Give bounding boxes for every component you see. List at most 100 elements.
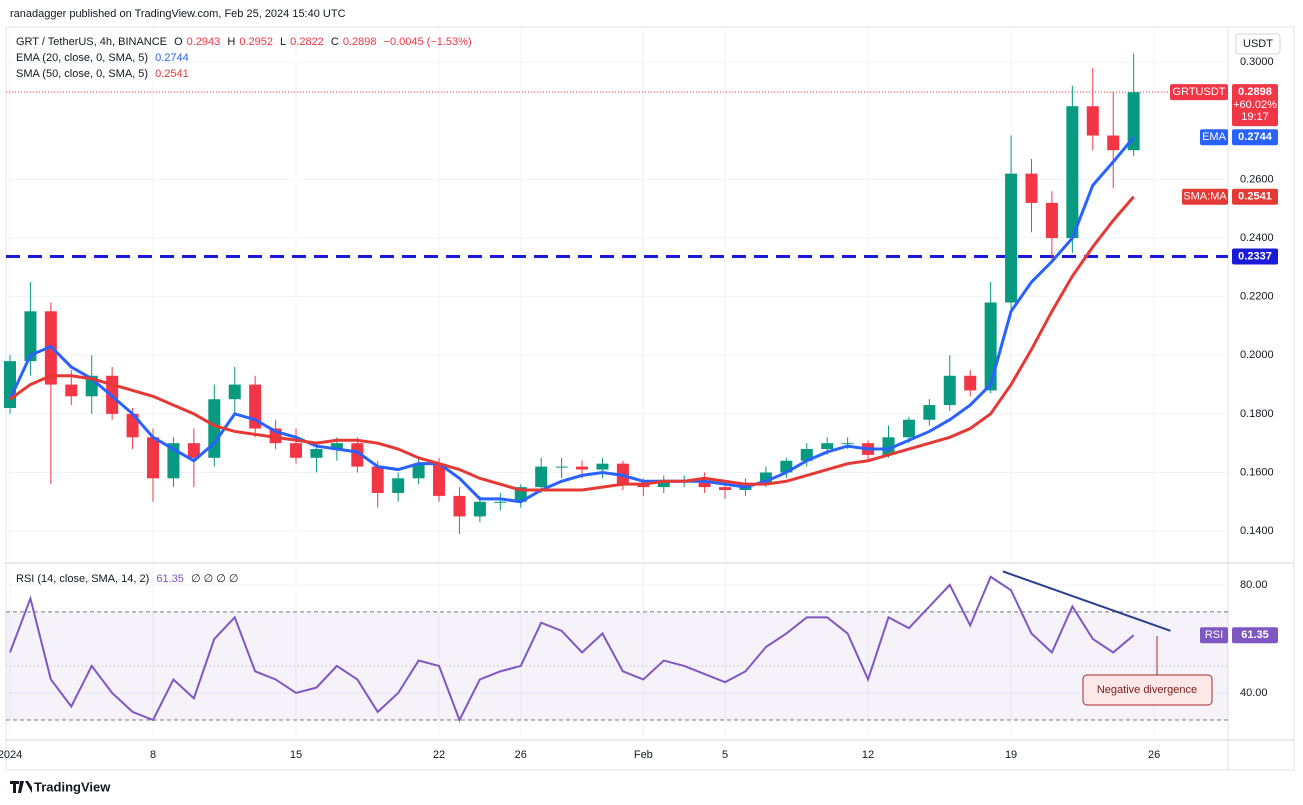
x-tick-label: 2024 <box>0 749 22 761</box>
candle-body <box>821 443 834 450</box>
sma-name: SMA (50, close, 0, SMA, 5) <box>16 68 149 80</box>
candle-body <box>351 443 364 467</box>
candle-body <box>392 478 405 493</box>
candle-body <box>330 443 343 450</box>
ohlc-value: 0.2898 <box>342 36 377 48</box>
grid <box>6 28 1228 740</box>
y-tick-label: 0.2200 <box>1240 291 1274 303</box>
x-tick-label: 12 <box>862 749 874 761</box>
ohlc-value: 0.2943 <box>186 36 221 48</box>
candle-body <box>412 463 425 479</box>
ma-line <box>8 136 1135 504</box>
candle-body <box>943 375 956 406</box>
candle-body <box>719 487 732 491</box>
candle-body <box>24 311 37 362</box>
candle-body <box>433 463 446 496</box>
tag-label: GRTUSDT <box>1173 86 1226 98</box>
tag-countdown: 19:17 <box>1241 111 1269 123</box>
candle-body <box>228 384 241 400</box>
candle-body <box>1086 106 1099 136</box>
title: GRT / TetherUS, 4h, BINANCE <box>16 36 168 48</box>
candle-body <box>290 443 303 458</box>
candle-body <box>453 495 466 517</box>
tag-value: 0.2898 <box>1238 86 1272 98</box>
annotation-box <box>1082 674 1213 706</box>
legend-rsi: RSI (14, close, SMA, 14, 2) 61.35 ∅ ∅ ∅ … <box>16 572 242 585</box>
tag-label: EMA <box>1202 131 1227 143</box>
annotation: Negative divergence <box>1097 684 1197 696</box>
candle-body <box>780 460 793 473</box>
rsi-value: 61.35 <box>156 573 184 585</box>
candle-body <box>841 443 854 445</box>
candle-body <box>1127 92 1140 151</box>
watermark: TradingView <box>34 779 111 794</box>
sma-value: 0.2541 <box>155 68 189 80</box>
rsi-tick-label: 80.00 <box>1240 579 1268 591</box>
ema-name: EMA (20, close, 0, SMA, 5) <box>16 52 149 64</box>
tag-box <box>1232 129 1278 146</box>
tag-value: 0.2337 <box>1238 250 1272 262</box>
tag-box <box>1232 188 1278 205</box>
candle-body <box>800 449 813 461</box>
tag-value: 0.2744 <box>1238 131 1273 143</box>
y-tick-label: 0.2000 <box>1240 349 1274 361</box>
candle-body <box>1025 173 1038 203</box>
x-tick-label: 8 <box>150 749 156 761</box>
publisher: ranadagger published on TradingView.com,… <box>10 8 346 20</box>
candle-body <box>208 399 221 458</box>
tag-box <box>1232 627 1278 644</box>
candle-body <box>596 463 609 470</box>
candle-body <box>126 413 139 438</box>
logo <box>10 781 32 793</box>
tag-value: 0.2541 <box>1238 191 1272 203</box>
candle-body <box>698 481 711 488</box>
currency-box[interactable] <box>1235 33 1281 55</box>
candle-body <box>555 466 568 468</box>
candle-body <box>657 481 670 488</box>
ema-value: 0.2744 <box>155 52 189 64</box>
ohlc-key: O <box>174 36 183 48</box>
candle-body <box>187 443 200 458</box>
rsi-line <box>9 575 1135 723</box>
ohlc-key: C <box>330 36 339 48</box>
candle-body <box>984 302 997 391</box>
legend-sma: SMA (50, close, 0, SMA, 5) 0.2541 <box>16 68 193 80</box>
candle-body <box>759 472 772 485</box>
x-tick-label: Feb <box>634 749 653 761</box>
x-tick-label: 5 <box>722 749 728 761</box>
legend-main: GRT / TetherUS, 4h, BINANCE O 0.2943 H 0.2… <box>16 36 476 48</box>
trendline <box>1002 570 1171 632</box>
x-tick-label: 15 <box>290 749 302 761</box>
candle-body <box>576 466 589 470</box>
candle-body <box>535 466 548 488</box>
ohlc-value: 0.2822 <box>290 36 324 48</box>
tag-box <box>1232 248 1278 265</box>
candle-body <box>1005 173 1018 303</box>
tag-value: 61.35 <box>1241 629 1269 641</box>
y-tick-label: 0.2400 <box>1240 232 1274 244</box>
candle-body <box>1107 135 1120 151</box>
y-tick-label: 0.2600 <box>1240 173 1274 185</box>
candle-body <box>1066 106 1079 239</box>
candle-body <box>310 449 323 458</box>
candle-body <box>4 361 16 409</box>
tag-box <box>1232 84 1278 127</box>
tag-box <box>1200 129 1228 146</box>
candle-body <box>964 375 977 391</box>
ohlc-key: L <box>280 36 287 48</box>
candle-body <box>473 501 486 517</box>
tag-box <box>1182 188 1228 205</box>
candle-body <box>147 437 160 479</box>
tag-label: SMA:MA <box>1183 191 1227 203</box>
x-tick-label: 26 <box>515 749 527 761</box>
y-tick-label: 0.3000 <box>1240 56 1274 68</box>
y-tick-label: 0.1400 <box>1240 525 1274 537</box>
rsi-tick-label: 40.00 <box>1240 687 1268 699</box>
candle-body <box>902 419 915 438</box>
ohlc-key: H <box>227 36 236 48</box>
candle-body <box>371 466 384 493</box>
change: −0.0045 (−1.53%) <box>383 36 472 48</box>
ohlc-value: 0.2952 <box>239 36 273 48</box>
